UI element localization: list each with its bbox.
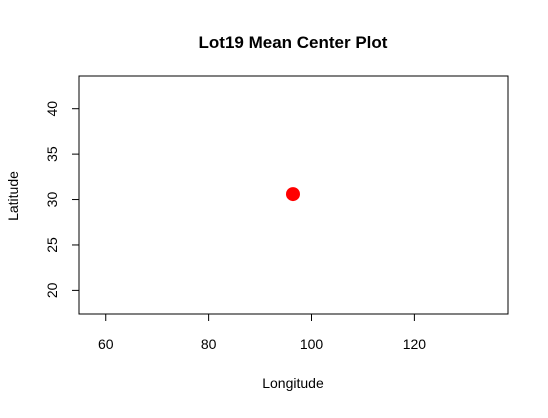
x-tick-label: 80 <box>201 336 217 352</box>
x-axis-label: Longitude <box>262 375 324 391</box>
x-tick-label: 60 <box>98 336 114 352</box>
y-tick-label: 30 <box>44 192 60 208</box>
y-axis-label: Latitude <box>5 171 21 221</box>
y-tick-label: 25 <box>44 237 60 253</box>
x-tick-label: 100 <box>300 336 324 352</box>
x-tick-label: 120 <box>403 336 427 352</box>
y-tick-label: 35 <box>44 146 60 162</box>
y-axis: 20 25 30 35 40 <box>44 101 80 298</box>
chart-title: Lot19 Mean Center Plot <box>199 33 388 52</box>
y-tick-label: 20 <box>44 282 60 298</box>
data-points <box>285 187 300 202</box>
x-axis: 60 80 100 120 <box>98 313 427 352</box>
y-tick-label: 40 <box>44 101 60 117</box>
data-point <box>285 187 300 202</box>
